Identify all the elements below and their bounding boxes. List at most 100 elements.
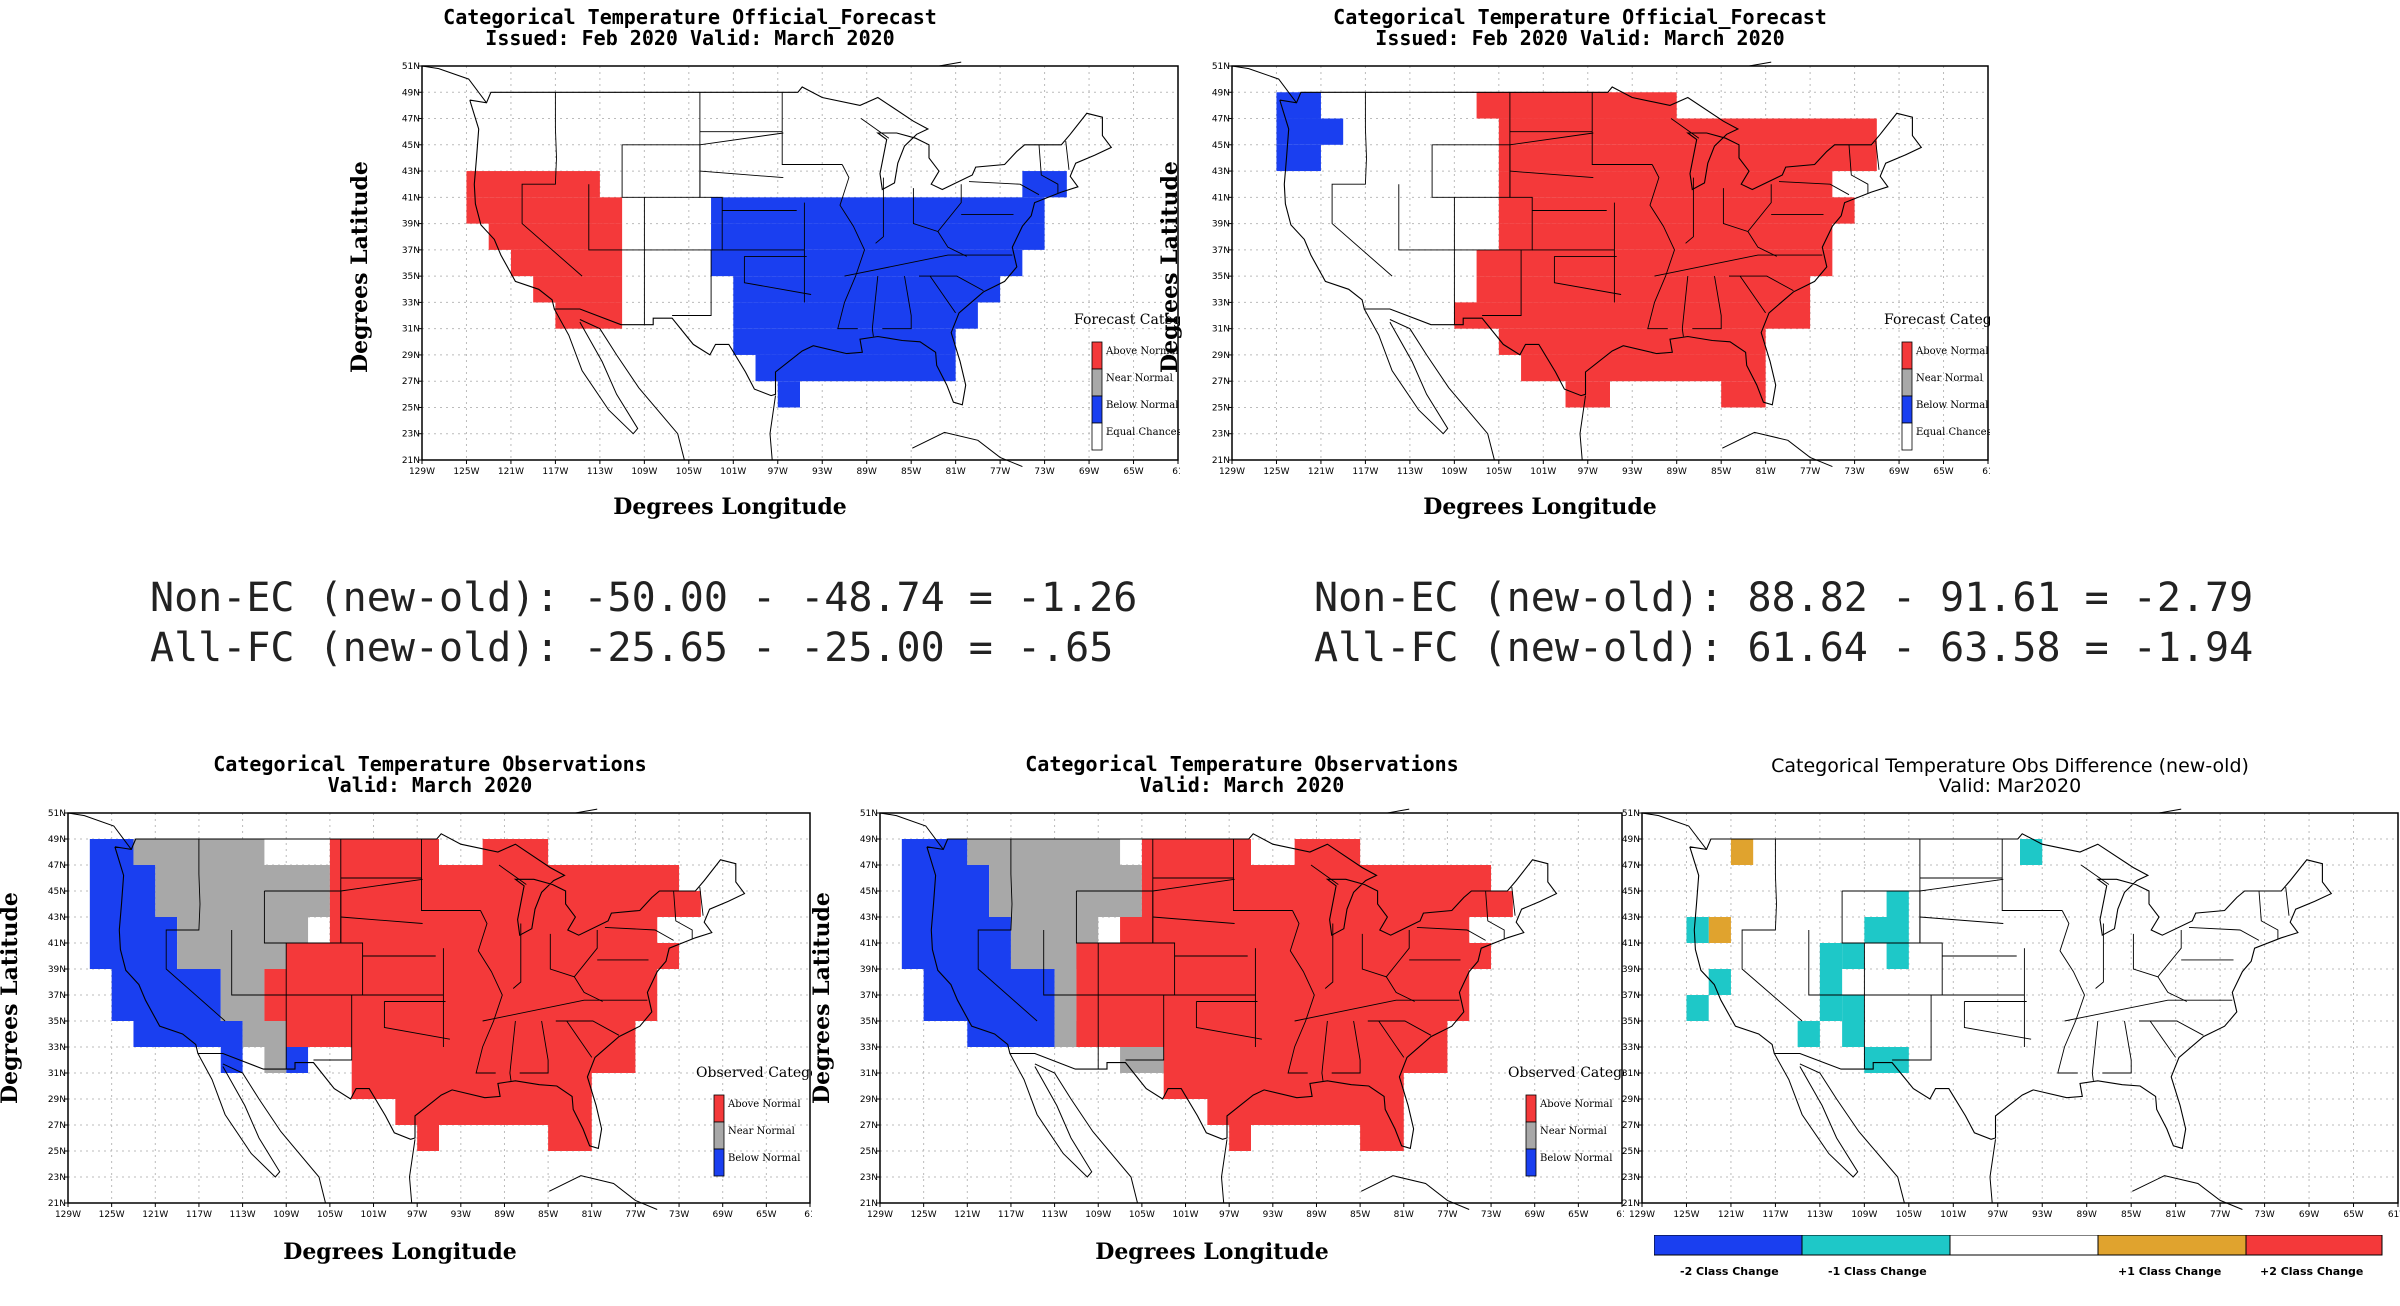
legend-label: Equal Chances (1916, 427, 1990, 438)
plot-frame (421, 65, 1179, 461)
grid-cell (1476, 249, 1833, 277)
us-outline (1279, 86, 1923, 406)
lon-tick-label: 109W (631, 467, 657, 477)
lon-tick-label: 129W (409, 467, 435, 477)
lon-tick-label: 125W (99, 1210, 125, 1220)
lat-tick-label: 23N (1622, 1173, 1640, 1183)
us-outline (469, 86, 1113, 406)
lat-tick-label: 29N (1622, 1095, 1640, 1105)
category-near (967, 839, 1186, 1073)
grid-cell (264, 1047, 287, 1073)
lat-tick-label: 31N (402, 325, 420, 335)
lon-tick-label: 117W (998, 1210, 1024, 1220)
legend-label: Below Normal (728, 1153, 800, 1164)
lat-tick-label: 25N (860, 1147, 878, 1157)
colorbar-label-plus2: +2 Class Change (2260, 1265, 2364, 1278)
panel-title-line2: Issued: Feb 2020 Valid: March 2020 (1375, 26, 1785, 50)
lon-tick-label: 117W (1352, 467, 1378, 477)
axis-ticks: 129W 125W 121W 117W 113W 109W 105W 101W 97W 93W 89… (402, 62, 1180, 477)
coastline (67, 812, 132, 850)
lat-tick-label: 37N (402, 246, 420, 256)
state-borders (1331, 92, 1880, 337)
coastline (421, 65, 487, 104)
lat-tick-label: 49N (860, 835, 878, 845)
legend-swatch (1901, 341, 1913, 370)
legend-swatch (1901, 395, 1913, 424)
legend-title: Forecast Category (1884, 312, 1990, 328)
legend-label: Above Normal (1915, 346, 1989, 357)
grid-cell (1022, 171, 1067, 198)
grid-cell (417, 1125, 439, 1151)
lat-tick-label: 29N (860, 1095, 878, 1105)
stat-left-allfc: All-FC (new-old): -25.65 - -25.00 = -.65 (150, 625, 1114, 671)
lon-tick-label: 65W (1933, 467, 1953, 477)
lat-tick-label: 33N (1212, 298, 1230, 308)
lon-tick-label: 89W (494, 1210, 514, 1220)
lat-tick-label: 47N (1212, 115, 1230, 125)
legend: Observed Category Above Normal Near Normal… (696, 1065, 812, 1177)
panel-title-line1: Categorical Temperature Observations (213, 752, 647, 776)
lon-tick-label: 109W (1441, 467, 1467, 477)
x-axis-label: Degrees Longitude (283, 1239, 517, 1265)
lon-tick-label: 125W (1263, 467, 1289, 477)
us-outline (1689, 833, 2333, 1150)
grid-cell (1076, 1021, 1448, 1047)
lon-tick-label: 89W (1306, 1210, 1326, 1220)
grid-cell (901, 917, 1011, 969)
state-borders (977, 839, 1516, 1081)
lat-tick-label: 37N (1622, 991, 1640, 1001)
grid-cell (264, 995, 658, 1021)
lon-tick-label: 89W (857, 467, 877, 477)
grid-cell (329, 839, 439, 865)
lon-tick-label: 69W (1079, 467, 1099, 477)
legend-swatch (713, 1148, 725, 1177)
legend-label: Below Normal (1106, 400, 1178, 411)
grid-cell (1730, 839, 1754, 865)
forecast-map-panel-right: Categorical Temperature Official_Forecas… (1150, 0, 1990, 520)
grid-cell (1886, 891, 1909, 917)
legend-label: Equal Chances (1106, 427, 1180, 438)
grid-cell (711, 223, 1045, 250)
lon-tick-label: 81W (945, 467, 965, 477)
lat-tick-label: 31N (860, 1069, 878, 1079)
lat-tick-label: 25N (48, 1147, 66, 1157)
coastline (879, 812, 944, 850)
lon-tick-label: 77W (990, 467, 1010, 477)
lat-tick-label: 33N (860, 1043, 878, 1053)
x-axis-label: Degrees Longitude (613, 494, 847, 520)
grid-cell (1842, 995, 1865, 1047)
legend-title: Forecast Category (1074, 312, 1180, 328)
lat-tick-label: 21N (1622, 1199, 1640, 1209)
coastline (1579, 395, 1586, 461)
lon-tick-label: 69W (1889, 467, 1909, 477)
lat-tick-label: 39N (860, 965, 878, 975)
lon-tick-label: 113W (230, 1210, 256, 1220)
grid-cell (733, 328, 956, 355)
lat-tick-label: 27N (1622, 1121, 1640, 1131)
lat-tick-label: 27N (860, 1121, 878, 1131)
coastline (1989, 1139, 1996, 1204)
coastline (579, 319, 685, 461)
grid-cell (923, 969, 1055, 1021)
lon-tick-label: 61 (1172, 467, 1180, 477)
x-axis-label: Degrees Longitude (1423, 494, 1657, 520)
lon-tick-label: 73W (669, 1210, 689, 1220)
lon-tick-label: 97W (1219, 1210, 1239, 1220)
lat-tick-label: 31N (1212, 325, 1230, 335)
lon-tick-label: 113W (1807, 1210, 1833, 1220)
grid-cell (1141, 891, 1513, 917)
lat-tick-label: 45N (402, 141, 420, 151)
lon-tick-label: 129W (55, 1210, 81, 1220)
legend-swatch (713, 1121, 725, 1150)
lat-tick-label: 23N (402, 430, 420, 440)
observation-difference-panel: Categorical Temperature Obs Difference (… (1620, 745, 2400, 1285)
forecast-map-panel-left: Categorical Temperature Official_Forecas… (340, 0, 1180, 520)
y-axis-label: Degrees Latitude (347, 161, 373, 373)
legend-title: Observed Category (1508, 1065, 1624, 1081)
lon-tick-label: 73W (2254, 1210, 2274, 1220)
lat-tick-label: 49N (402, 88, 420, 98)
grid-cell (1498, 328, 1766, 355)
lat-tick-label: 27N (1212, 377, 1230, 387)
legend-label: Near Normal (728, 1126, 795, 1137)
lat-tick-label: 51N (860, 809, 878, 819)
